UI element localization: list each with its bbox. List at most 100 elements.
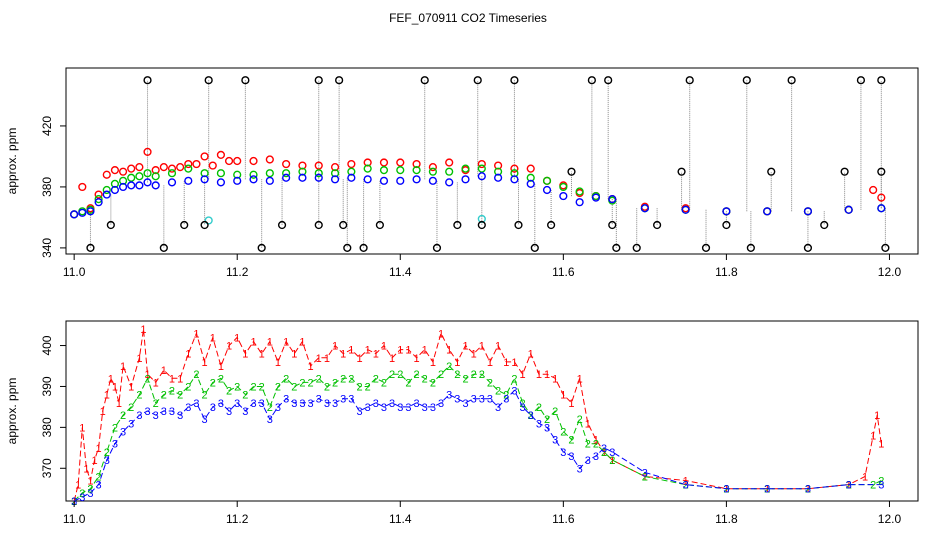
top-point-series-2	[542, 176, 552, 185]
bottom-point-series-3: 3	[144, 406, 150, 418]
bottom-point-series-3: 3	[356, 406, 362, 418]
bottom-point-series-2: 2	[144, 373, 150, 385]
bottom-line-series-3	[73, 389, 882, 502]
bottom-plot-frame	[65, 320, 919, 502]
bottom-point-series-3: 3	[601, 443, 607, 455]
bottom-point-series-1: 1	[116, 398, 122, 410]
chart-title: FEF_070911 CO2 Timeseries	[389, 11, 547, 25]
bottom-point-series-3: 3	[723, 484, 729, 496]
top-point-series-ref	[314, 220, 323, 230]
bottom-point-series-1: 1	[487, 357, 493, 369]
bottom-point-series-3: 3	[161, 406, 167, 418]
bottom-point-series-2: 2	[79, 488, 85, 500]
top-point-series-1	[379, 158, 389, 167]
top-point-series-3	[151, 181, 160, 190]
bottom-point-series-2: 2	[193, 369, 199, 381]
bottom-point-series-2: 2	[503, 390, 509, 402]
bottom-point-series-3: 3	[479, 394, 485, 406]
bottom-point-series-1: 1	[96, 443, 102, 455]
top-point-series-ref	[567, 167, 576, 176]
bottom-y-tick-label: 380	[40, 417, 54, 437]
bottom-point-series-2: 2	[226, 386, 232, 398]
top-point-series-3	[428, 176, 437, 185]
bottom-point-series-2: 2	[185, 381, 191, 393]
bottom-point-series-2: 2	[87, 484, 93, 496]
top-point-series-2	[330, 169, 340, 178]
top-point-series-3	[445, 178, 454, 187]
top-plot-frame	[65, 67, 919, 255]
top-point-series-1	[143, 147, 152, 156]
top-point-series-1	[494, 161, 503, 170]
top-x-tick-label: 11.8	[715, 265, 738, 279]
top-point-series-1	[412, 159, 421, 169]
bottom-point-series-3: 3	[87, 488, 93, 500]
bottom-point-series-1: 1	[250, 336, 256, 348]
bottom-point-series-3: 3	[79, 492, 85, 504]
bottom-point-series-1: 1	[878, 439, 884, 451]
bottom-point-series-3: 3	[462, 398, 468, 410]
bottom-point-series-3: 3	[218, 398, 224, 410]
top-point-series-1	[216, 150, 226, 160]
top-point-series-ref	[767, 167, 776, 176]
top-point-series-2	[379, 166, 389, 175]
bottom-point-series-2: 2	[104, 447, 110, 459]
top-point-series-ref	[722, 220, 731, 230]
top-panel: approx. ppm 11.0 11.2 11.4 11.6 11.8 12.0 340 3…	[5, 67, 919, 279]
bottom-point-series-3: 3	[185, 402, 191, 414]
top-point-series-2	[298, 167, 307, 176]
bottom-y-tick-label: 390	[40, 376, 54, 396]
bottom-point-series-3: 3	[210, 402, 216, 414]
bottom-point-series-1: 1	[422, 345, 428, 357]
bottom-point-series-1: 1	[870, 431, 876, 443]
top-point-series-ref	[473, 76, 482, 85]
top-point-series-2	[127, 173, 136, 182]
top-point-series-ref	[685, 76, 694, 85]
bottom-point-series-3: 3	[332, 398, 338, 410]
top-point-series-3	[330, 175, 340, 184]
bottom-point-series-2: 2	[161, 390, 167, 402]
bottom-point-series-1: 1	[495, 341, 501, 353]
top-point-series-1	[159, 162, 168, 172]
top-point-series-2	[216, 169, 226, 178]
top-point-series-1	[396, 158, 405, 167]
bottom-point-series-2: 2	[430, 377, 436, 389]
top-point-series-3	[526, 179, 535, 188]
bottom-point-series-3: 3	[365, 402, 371, 414]
bottom-point-series-3: 3	[487, 394, 493, 406]
bottom-point-series-3: 3	[454, 394, 460, 406]
bottom-point-series-3: 3	[120, 426, 126, 438]
top-point-series-3	[763, 207, 772, 216]
bottom-point-series-2: 2	[299, 377, 305, 389]
bottom-point-series-1: 1	[108, 373, 114, 385]
bottom-point-series-1: 1	[112, 381, 118, 393]
top-point-series-ref	[881, 243, 890, 253]
top-point-series-2	[200, 169, 209, 178]
top-point-series-3	[591, 193, 601, 202]
bottom-x-tick-label: 11.4	[389, 512, 412, 526]
top-point-series-1	[192, 159, 201, 169]
top-point-series-3	[216, 178, 226, 187]
top-point-series-2	[102, 185, 111, 195]
top-x-tick-label: 11.2	[226, 265, 249, 279]
top-point-series-1	[102, 170, 111, 179]
bottom-point-series-1: 1	[381, 341, 387, 353]
bottom-point-series-1: 1	[356, 353, 362, 365]
top-point-series-3	[118, 182, 128, 192]
bottom-point-series-3: 3	[373, 398, 379, 410]
top-point-series-ref	[335, 76, 344, 85]
bottom-x-tick-label: 11.6	[552, 512, 575, 526]
bottom-point-series-1: 1	[275, 357, 281, 369]
top-point-series-2	[526, 173, 535, 182]
bottom-point-series-2: 2	[316, 373, 322, 385]
bottom-point-series-3: 3	[495, 402, 501, 414]
bottom-point-series-3: 3	[471, 394, 477, 406]
top-point-series-2	[184, 164, 193, 173]
bottom-point-series-3: 3	[136, 410, 142, 422]
top-point-series-1	[363, 158, 372, 167]
top-point-series-ref	[604, 76, 613, 85]
top-point-series-1	[208, 161, 217, 170]
bottom-point-series-2: 2	[577, 414, 583, 426]
top-point-series-3	[282, 173, 291, 182]
top-point-series-3	[167, 178, 177, 187]
bottom-point-series-2: 2	[642, 471, 648, 483]
